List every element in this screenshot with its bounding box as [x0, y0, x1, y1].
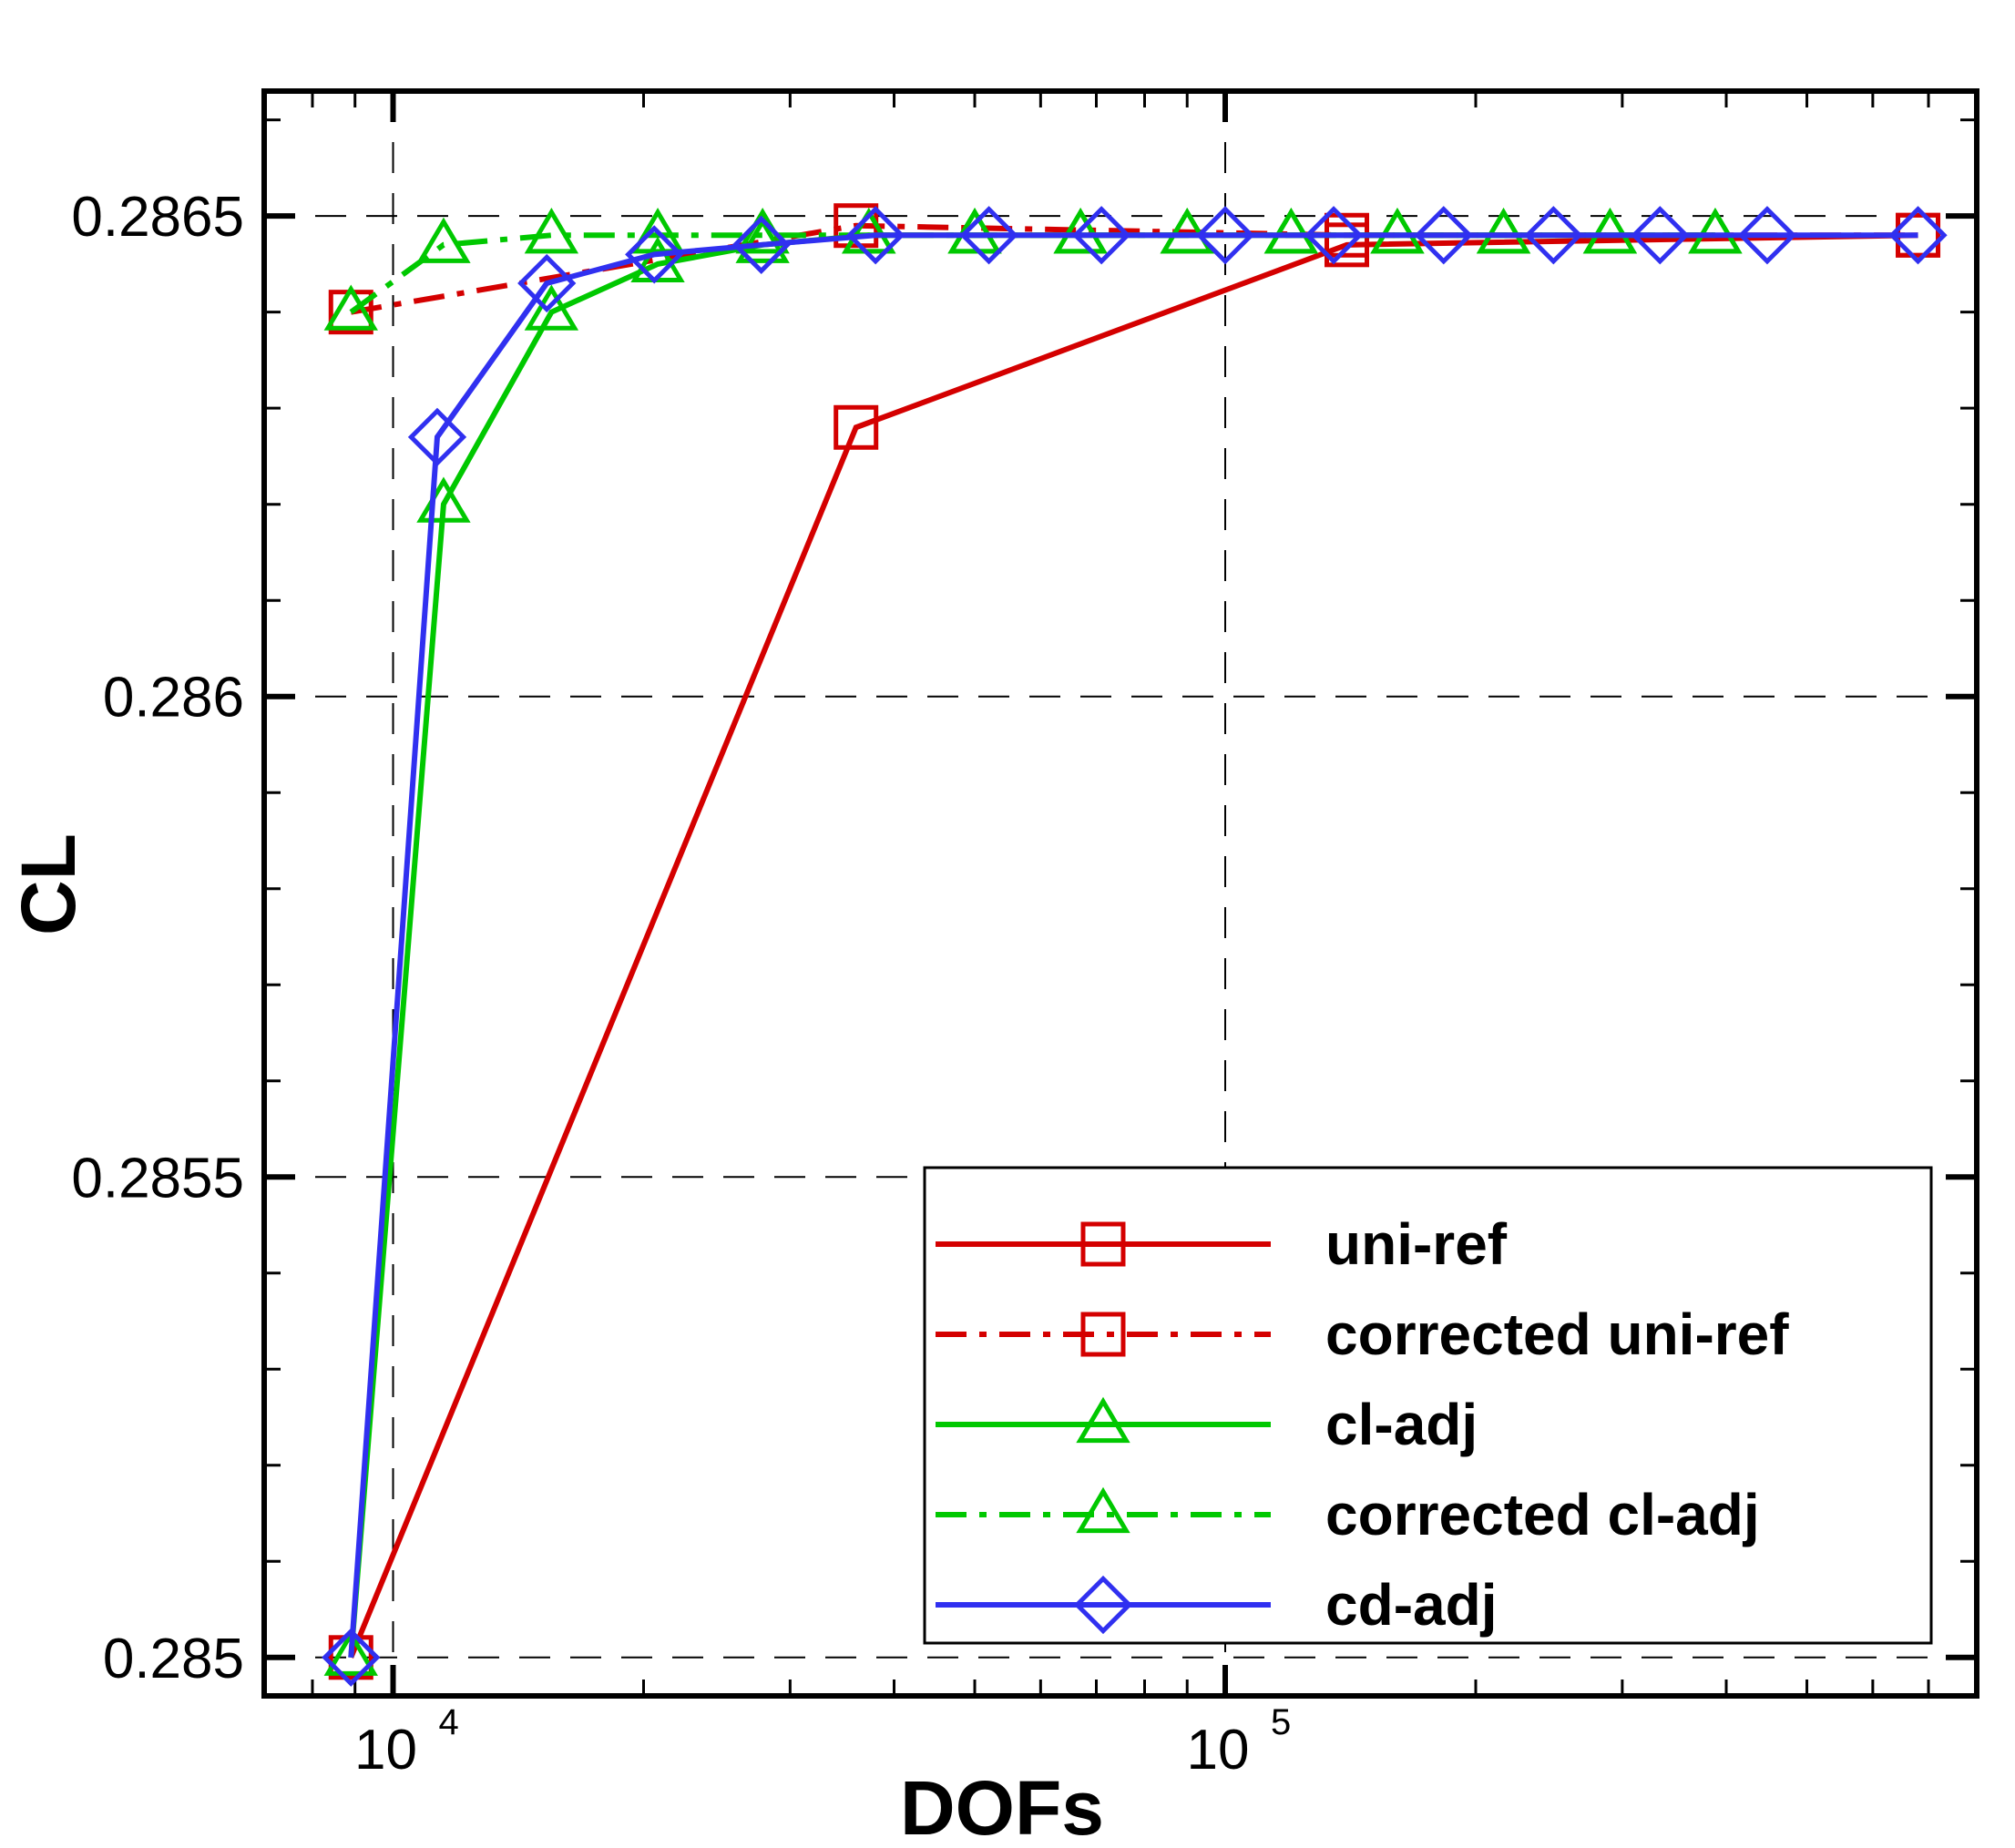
legend-label: cl-adj [1325, 1392, 1478, 1457]
x-tick-label: 10 [354, 1719, 417, 1782]
y-tick-label: 0.2865 [71, 186, 244, 249]
diamond-marker [1304, 206, 1364, 265]
diamond-marker [322, 1628, 381, 1687]
legend-label: corrected cl-adj [1325, 1482, 1760, 1547]
triangle-marker [416, 217, 471, 263]
plot-frame [261, 88, 1979, 1699]
series-lines [322, 203, 1948, 1687]
triangle-marker [1076, 1396, 1130, 1444]
square-marker [1080, 1221, 1126, 1267]
triangle-marker [1263, 208, 1319, 254]
x-tick-exponent: 5 [1271, 1702, 1291, 1742]
y-tick-label: 0.285 [103, 1628, 244, 1690]
diamond-marker [407, 407, 467, 466]
y-tick-label: 0.286 [103, 667, 244, 730]
triangle-marker [524, 284, 579, 331]
diamond-marker [1888, 206, 1948, 265]
series-line [348, 232, 1918, 1659]
triangle-marker [1476, 208, 1531, 254]
y-tick-label: 0.2855 [71, 1147, 244, 1210]
legend-entry: uni-ref [936, 1211, 1508, 1277]
diamond-marker [625, 225, 684, 284]
legend-entry: corrected cl-adj [936, 1482, 1760, 1547]
triangle-marker [1476, 208, 1531, 254]
legend-entry: corrected uni-ref [936, 1302, 1789, 1367]
legend-entry: cl-adj [936, 1392, 1478, 1457]
series-4 [322, 206, 1948, 1687]
diamond-marker [1414, 206, 1473, 265]
diamond-marker [517, 253, 577, 313]
y-axis-title: CL [5, 833, 91, 935]
diamond-marker [731, 215, 791, 274]
diamond-marker [1631, 206, 1690, 265]
diamond-marker [1195, 206, 1255, 265]
x-tick-exponent: 4 [439, 1702, 459, 1742]
tick-labels: 0.285 0.2855 0.286 0.2865 10 4 10 5 [71, 186, 1291, 1782]
legend-label: uni-ref [1325, 1211, 1508, 1277]
triangle-marker [524, 208, 579, 254]
diamond-marker [1524, 206, 1583, 265]
triangle-marker [1370, 208, 1425, 254]
triangle-marker [1053, 208, 1108, 254]
triangle-marker [323, 1629, 378, 1676]
triangle-marker [1582, 208, 1638, 254]
legend-label: cd-adj [1325, 1572, 1497, 1638]
triangle-marker [1688, 208, 1743, 254]
square-marker [834, 404, 879, 450]
diamond-marker [959, 206, 1018, 265]
legend: uni-ref corrected uni-ref cl-adj corrected … [923, 1166, 1933, 1645]
triangle-marker [1076, 1486, 1130, 1534]
series-line [348, 232, 1918, 1659]
square-marker [1080, 1312, 1126, 1357]
legend-entry: cd-adj [936, 1572, 1497, 1638]
series-1 [328, 203, 1941, 335]
legend-label: corrected uni-ref [1325, 1302, 1789, 1367]
diamond-marker [1737, 206, 1797, 265]
x-tick-label: 10 [1187, 1719, 1250, 1782]
x-axis-title: DOFs [900, 1765, 1104, 1848]
triangle-marker [1688, 208, 1743, 254]
triangle-marker [630, 208, 685, 254]
triangle-marker [1160, 208, 1214, 254]
diamond-marker [1073, 1575, 1133, 1635]
diamond-marker [846, 206, 905, 265]
triangle-marker [842, 208, 896, 254]
diamond-marker [1072, 206, 1131, 265]
triangle-marker [323, 284, 378, 331]
triangle-marker [1582, 208, 1638, 254]
